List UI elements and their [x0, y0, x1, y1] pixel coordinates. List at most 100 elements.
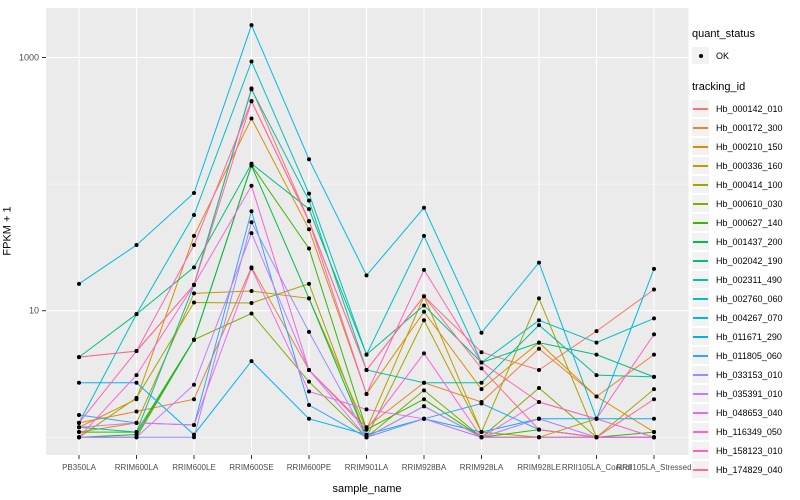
data-point	[479, 380, 484, 385]
data-point	[249, 311, 254, 316]
data-point	[537, 368, 541, 373]
legend-item-Hb_002311_490: Hb_002311_490	[692, 270, 800, 289]
data-point	[594, 329, 599, 334]
data-point	[364, 427, 369, 432]
data-point	[249, 231, 254, 236]
data-point	[192, 233, 196, 238]
data-point	[307, 191, 311, 196]
legend-item-Hb_000610_030: Hb_000610_030	[692, 194, 800, 213]
data-point	[307, 157, 311, 162]
legend-key-swatch	[692, 252, 709, 269]
x-tick-label: RRIM928BA	[402, 463, 447, 472]
data-point	[77, 435, 81, 440]
data-point	[537, 427, 541, 432]
x-axis-title: sample_name	[332, 483, 402, 495]
legend-key-swatch	[692, 423, 709, 440]
data-point	[134, 395, 139, 400]
data-point	[594, 435, 599, 440]
data-point	[192, 291, 196, 296]
data-point	[249, 289, 254, 294]
data-point	[594, 373, 599, 378]
legend-item-label: Hb_000414_100	[716, 179, 783, 190]
data-point	[134, 312, 139, 317]
data-point	[652, 430, 656, 435]
data-point	[307, 389, 311, 394]
point-marker-icon	[692, 47, 709, 64]
data-point	[479, 401, 484, 406]
legend-item-label: Hb_035391_010	[716, 388, 783, 399]
legend-item-label: Hb_002760_060	[716, 293, 783, 304]
x-tick-label: RRIM600SE	[229, 463, 273, 472]
data-point	[77, 355, 81, 360]
legend-key-swatch	[692, 119, 709, 136]
legend-item-label: Hb_000172_300	[716, 122, 783, 133]
data-point	[192, 243, 196, 248]
legend-key-swatch	[692, 404, 709, 421]
legend-item-label: Hb_000336_160	[716, 160, 783, 171]
data-point	[307, 329, 311, 334]
data-point	[192, 382, 196, 387]
data-point	[422, 380, 426, 385]
data-point	[422, 397, 426, 402]
legend-item-label: Hb_000627_140	[716, 217, 783, 228]
data-point	[479, 366, 484, 371]
data-point	[537, 260, 541, 265]
data-point	[192, 191, 196, 196]
data-point	[307, 207, 311, 212]
data-point	[652, 352, 656, 357]
data-point	[652, 435, 656, 440]
data-point	[307, 368, 311, 373]
x-tick-label: PB350LA	[62, 463, 96, 472]
data-point	[192, 435, 196, 440]
legend-key-swatch	[692, 328, 709, 345]
data-point	[307, 379, 311, 384]
data-point	[192, 213, 196, 218]
data-point	[594, 352, 599, 357]
legend-item-Hb_048653_040: Hb_048653_040	[692, 403, 800, 422]
data-point	[422, 388, 426, 393]
y-tick-label: 10	[29, 306, 39, 316]
legend-item-Hb_000414_100: Hb_000414_100	[692, 175, 800, 194]
data-point	[422, 351, 426, 356]
legend-item-label: Hb_116349_050	[716, 426, 782, 437]
y-tick-label: 1000	[19, 53, 39, 63]
legend-item-Hb_011805_060: Hb_011805_060	[692, 346, 800, 365]
legend-item-label: Hb_000142_010	[716, 103, 783, 114]
plot-panel	[46, 8, 689, 455]
data-point	[537, 416, 541, 421]
data-point	[307, 402, 311, 407]
data-point	[249, 59, 254, 64]
data-point	[479, 430, 484, 435]
legend-item-Hb_000210_150: Hb_000210_150	[692, 137, 800, 156]
data-point	[652, 332, 656, 337]
data-point	[249, 23, 254, 28]
data-point	[307, 198, 311, 203]
legend-key-swatch	[692, 347, 709, 364]
legend-key-swatch	[692, 157, 709, 174]
data-point	[364, 273, 369, 278]
data-point	[77, 430, 81, 435]
x-tick-label: RRIM901LA	[345, 463, 389, 472]
legend-item-Hb_002042_190: Hb_002042_190	[692, 251, 800, 270]
data-point	[537, 435, 541, 440]
data-point	[192, 423, 196, 428]
data-point	[192, 337, 196, 342]
data-point	[307, 219, 311, 224]
data-point	[307, 416, 311, 421]
data-point	[652, 416, 656, 421]
data-point	[77, 281, 81, 286]
legend-item-label: Hb_002311_490	[716, 274, 782, 285]
data-point	[192, 265, 196, 270]
legend-key-swatch	[692, 271, 709, 288]
legend-item-Hb_000142_010: Hb_000142_010	[692, 99, 800, 118]
data-point	[134, 380, 139, 385]
data-point	[652, 316, 656, 321]
data-point	[249, 87, 254, 92]
data-point	[364, 368, 369, 373]
data-point	[134, 430, 139, 435]
data-point	[134, 243, 139, 248]
data-point	[249, 116, 254, 121]
data-point	[307, 296, 311, 301]
legend-item-label: Hb_033153_010	[716, 369, 783, 380]
legend-series-list: Hb_000142_010 Hb_000172_300 Hb_000210_150 H…	[692, 99, 800, 479]
